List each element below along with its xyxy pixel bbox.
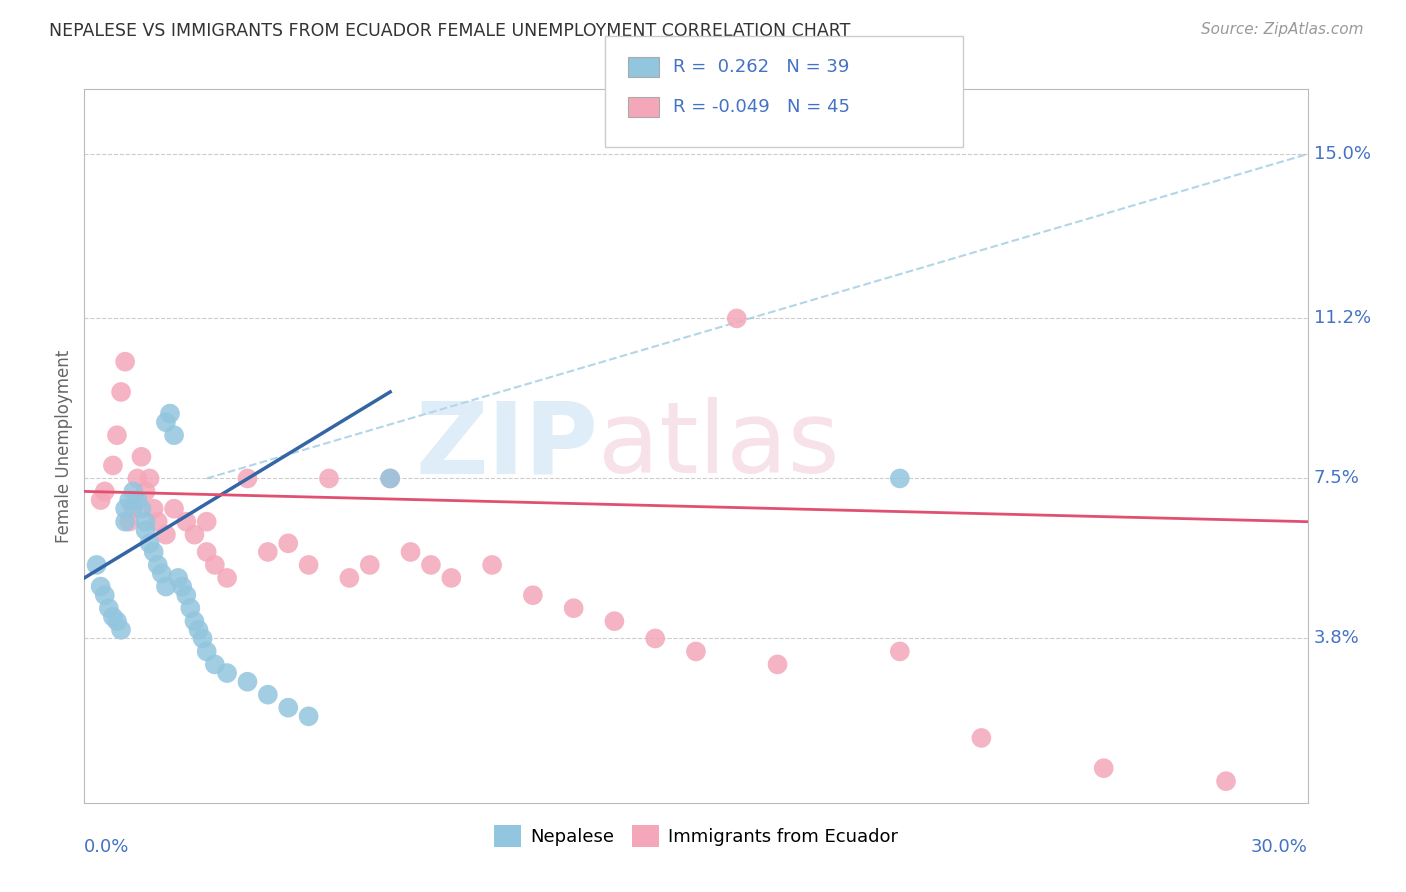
Point [142, 545, 165, 559]
Point [380, 471, 402, 485]
Text: 0.0%: 0.0% [84, 838, 129, 856]
Point [127, 471, 149, 485]
Point [86, 558, 108, 572]
Text: 7.5%: 7.5% [1313, 469, 1360, 487]
Point [318, 471, 340, 485]
Point [172, 580, 194, 594]
Point [603, 614, 626, 628]
Text: atlas: atlas [598, 398, 839, 494]
Point [183, 527, 205, 541]
Point [138, 471, 160, 485]
Point [970, 731, 993, 745]
Point [195, 644, 218, 658]
Point [187, 623, 209, 637]
Point [298, 709, 321, 723]
Point [204, 657, 226, 672]
Point [135, 515, 157, 529]
Text: NEPALESE VS IMMIGRANTS FROM ECUADOR FEMALE UNEMPLOYMENT CORRELATION CHART: NEPALESE VS IMMIGRANTS FROM ECUADOR FEMA… [49, 22, 851, 40]
Point [1092, 761, 1115, 775]
Text: 15.0%: 15.0% [1313, 145, 1371, 163]
Point [191, 632, 214, 646]
Text: 30.0%: 30.0% [1251, 838, 1308, 856]
Point [163, 501, 186, 516]
Point [725, 311, 748, 326]
Point [114, 354, 136, 368]
Point [174, 515, 197, 529]
Point [146, 515, 169, 529]
Y-axis label: Female Unemployment: Female Unemployment [55, 350, 73, 542]
Point [277, 700, 299, 714]
Point [101, 610, 124, 624]
Text: Source: ZipAtlas.com: Source: ZipAtlas.com [1201, 22, 1364, 37]
Point [889, 644, 911, 658]
Point [257, 688, 280, 702]
Point [481, 558, 503, 572]
Point [399, 545, 422, 559]
Point [90, 580, 112, 594]
Point [135, 484, 157, 499]
Point [155, 580, 177, 594]
Point [122, 501, 145, 516]
Point [174, 588, 197, 602]
Point [257, 545, 280, 559]
Text: 11.2%: 11.2% [1313, 310, 1371, 327]
Point [359, 558, 381, 572]
Point [298, 558, 321, 572]
Point [90, 493, 112, 508]
Point [163, 428, 186, 442]
Text: R =  0.262   N = 39: R = 0.262 N = 39 [673, 58, 849, 76]
Point [93, 484, 115, 499]
Point [131, 501, 153, 516]
Point [105, 614, 128, 628]
Point [420, 558, 443, 572]
Point [122, 484, 145, 499]
Point [118, 515, 141, 529]
Point [204, 558, 226, 572]
Point [562, 601, 585, 615]
Point [1215, 774, 1237, 789]
Legend: Nepalese, Immigrants from Ecuador: Nepalese, Immigrants from Ecuador [486, 818, 905, 855]
Point [440, 571, 463, 585]
Point [138, 536, 160, 550]
Point [380, 471, 402, 485]
Point [889, 471, 911, 485]
Point [179, 601, 201, 615]
Point [159, 407, 181, 421]
Point [236, 471, 259, 485]
Point [195, 545, 218, 559]
Text: R = -0.049   N = 45: R = -0.049 N = 45 [673, 98, 851, 116]
Point [142, 501, 165, 516]
Point [135, 524, 157, 538]
Point [217, 666, 239, 681]
Text: ZIP: ZIP [415, 398, 598, 494]
Point [644, 632, 666, 646]
Point [183, 614, 205, 628]
Point [114, 501, 136, 516]
Point [101, 458, 124, 473]
Point [155, 527, 177, 541]
Point [110, 384, 132, 399]
Point [236, 674, 259, 689]
Point [93, 588, 115, 602]
Point [217, 571, 239, 585]
Point [155, 415, 177, 429]
Point [150, 566, 173, 581]
Point [146, 558, 169, 572]
Point [195, 515, 218, 529]
Point [522, 588, 544, 602]
Point [167, 571, 190, 585]
Point [131, 450, 153, 464]
Point [339, 571, 361, 585]
Point [127, 493, 149, 508]
Point [685, 644, 707, 658]
Text: 3.8%: 3.8% [1313, 630, 1360, 648]
Point [114, 515, 136, 529]
Point [766, 657, 789, 672]
Point [105, 428, 128, 442]
Point [97, 601, 120, 615]
Point [118, 493, 141, 508]
Point [110, 623, 132, 637]
Point [277, 536, 299, 550]
